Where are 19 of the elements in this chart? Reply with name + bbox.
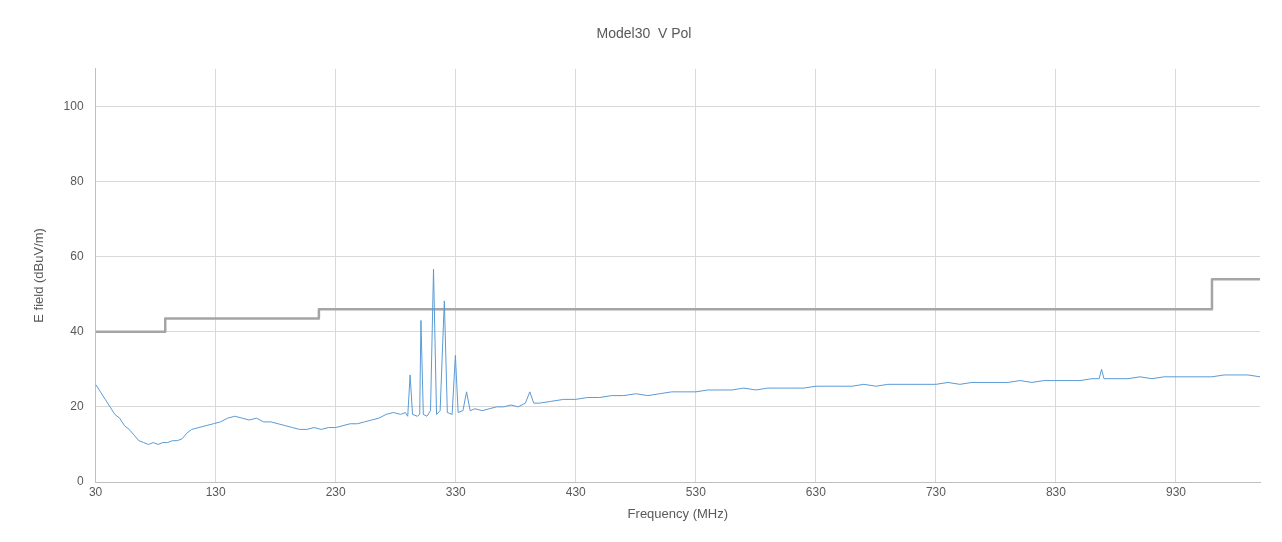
- y-axis-title: E field (dBuV/m): [31, 228, 47, 323]
- chart-title: Model30 V Pol: [596, 25, 692, 42]
- x-tick-label: 630: [805, 484, 827, 499]
- x-tick-label: 730: [925, 484, 947, 499]
- x-tick-label: 430: [565, 484, 587, 499]
- x-tick-label: 930: [1165, 484, 1187, 499]
- x-tick-label: 230: [325, 484, 347, 499]
- x-axis-title: Frequency (MHz): [627, 505, 729, 521]
- x-tick-label: 330: [445, 484, 467, 499]
- y-tick-label: 60: [70, 248, 84, 263]
- y-tick-label: 20: [70, 399, 84, 414]
- x-tick-label: 830: [1045, 484, 1067, 499]
- y-tick-label: 0: [76, 474, 84, 489]
- x-tick-label: 30: [88, 484, 103, 499]
- y-tick-label: 40: [70, 324, 84, 339]
- y-tick-label: 80: [70, 173, 84, 188]
- x-tick-label: 130: [205, 484, 226, 499]
- x-tick-label: 530: [685, 484, 707, 499]
- y-tick-label: 100: [63, 98, 84, 113]
